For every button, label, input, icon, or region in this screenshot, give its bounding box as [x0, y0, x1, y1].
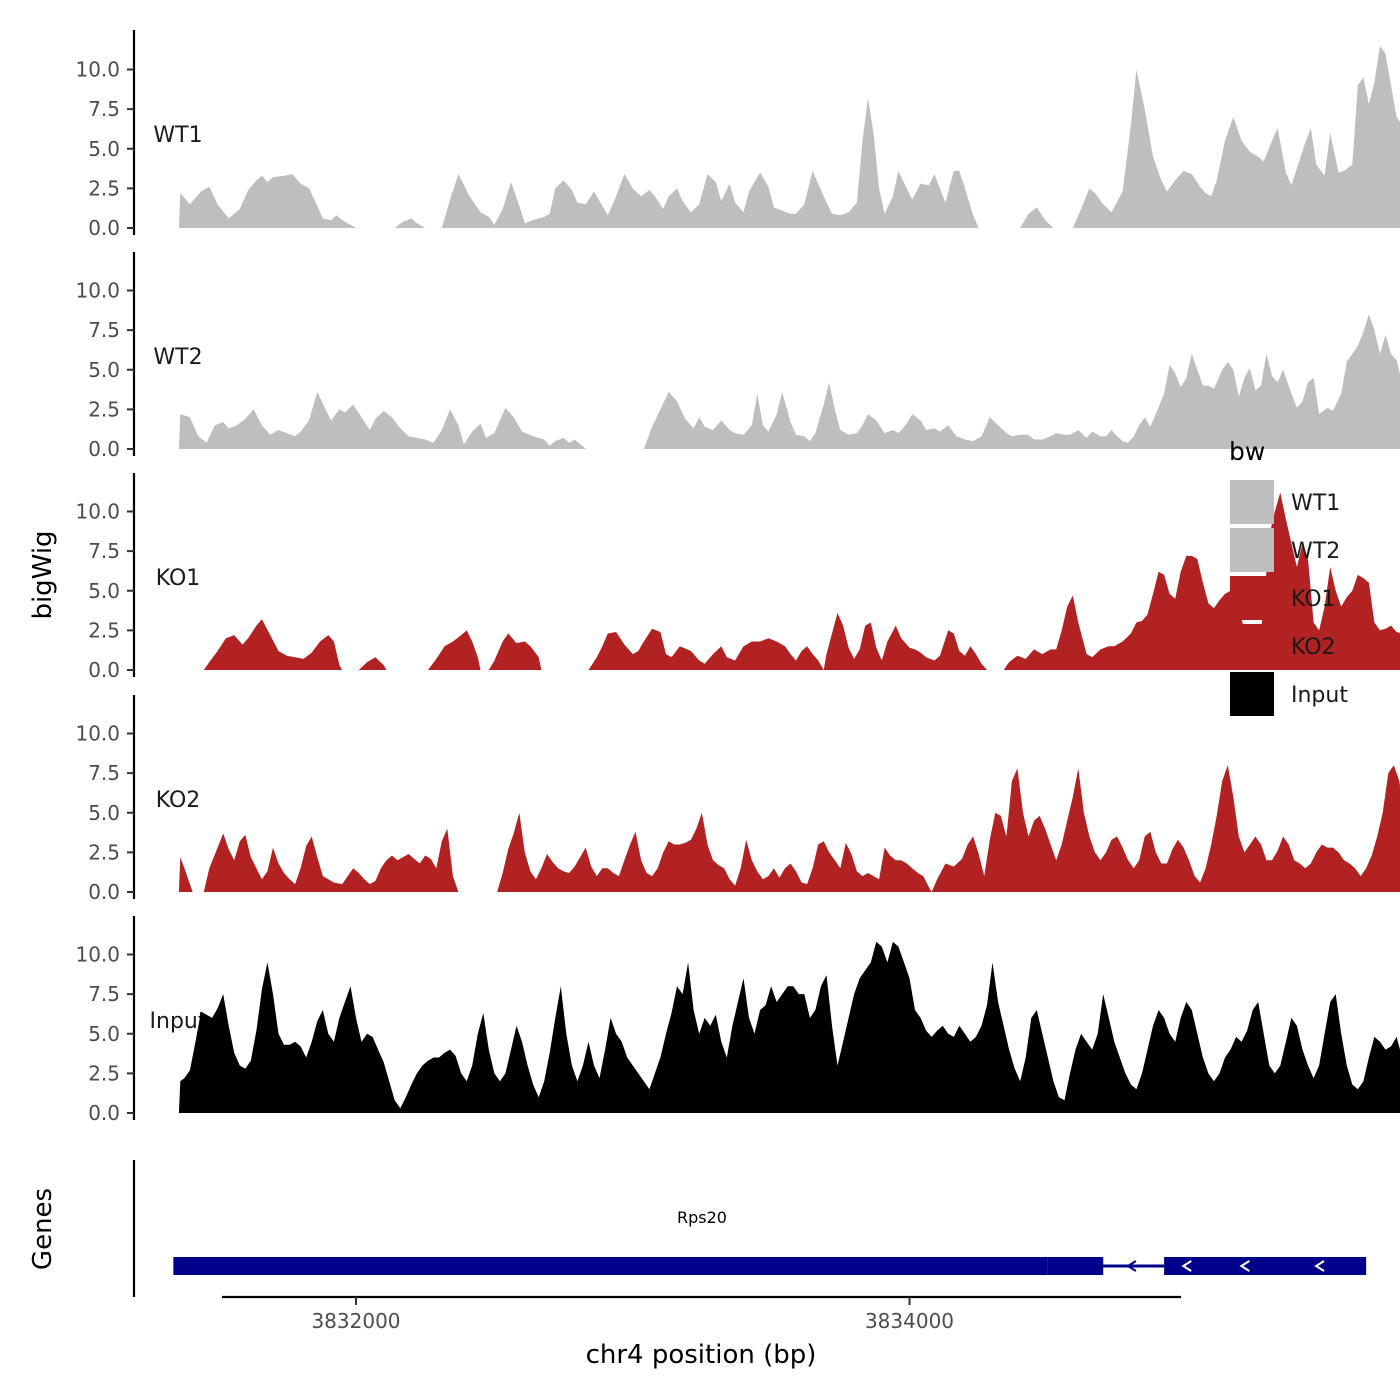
- genes-axis-title: Genes: [28, 1188, 58, 1270]
- gene-name-label: Rps20: [677, 1208, 727, 1227]
- x-axis: 383200038340003836000 chr4 position (bp): [222, 1295, 1181, 1370]
- coverage-area-wt1: [178, 45, 1400, 228]
- y-tick-label: 10.0: [75, 722, 120, 746]
- y-tick-label: 7.5: [88, 97, 120, 121]
- gene-exon: [173, 1257, 1048, 1275]
- y-tick-label: 7.5: [88, 982, 120, 1006]
- gene-strand-arrow: [1126, 1260, 1137, 1272]
- legend-title: bw: [1229, 437, 1265, 466]
- y-tick-label: 5.0: [88, 801, 120, 825]
- gene-exon: [1164, 1257, 1367, 1275]
- legend-swatch-wt2: [1230, 528, 1274, 572]
- y-tick-label: 10.0: [75, 500, 120, 524]
- track-ko2: 0.0 2.5 5.0 7.5 10.0 KO2: [75, 695, 1400, 904]
- y-tick-label: 2.5: [88, 1061, 120, 1085]
- gene-strand-arrow: [1314, 1260, 1325, 1272]
- y-tick-label: 2.5: [88, 176, 120, 200]
- track-wt1: 0.0 2.5 5.0 7.5 10.0 WT1: [75, 30, 1400, 240]
- y-tick-label: 0.0: [88, 658, 120, 682]
- legend-label: KO2: [1291, 635, 1336, 660]
- legend-swatch-wt1: [1230, 480, 1274, 524]
- y-tick-label: 5.0: [88, 579, 120, 603]
- coverage-area-wt2: [178, 314, 1400, 449]
- y-tick-label: 5.0: [88, 137, 120, 161]
- coverage-area-ko1: [203, 492, 1400, 670]
- y-axis-title: bigWig: [28, 530, 58, 619]
- legend-swatch-ko1: [1230, 576, 1274, 620]
- legend: bw WT1 WT2 KO1 KO2 Input: [1229, 437, 1348, 716]
- gene-strand-arrow: [1239, 1260, 1250, 1272]
- legend-label: WT2: [1291, 539, 1340, 564]
- y-tick-label: 0.0: [88, 216, 120, 240]
- y-tick-label: 7.5: [88, 318, 120, 342]
- gene-exon: [1047, 1257, 1104, 1275]
- x-tick-label: 3832000: [311, 1309, 400, 1333]
- track-ko1: 0.0 2.5 5.0 7.5 10.0 KO1: [75, 473, 1400, 682]
- track-label: KO1: [156, 566, 201, 591]
- y-tick-label: 10.0: [75, 943, 120, 967]
- y-tick-label: 5.0: [88, 358, 120, 382]
- track-input: 0.0 2.5 5.0 7.5 10.0 Input: [75, 916, 1400, 1125]
- y-tick-label: 10.0: [75, 58, 120, 82]
- y-tick-label: 0.0: [88, 437, 120, 461]
- track-label: Input: [150, 1009, 207, 1034]
- y-tick-label: 5.0: [88, 1022, 120, 1046]
- track-wt2: 0.0 2.5 5.0 7.5 10.0 WT2: [75, 252, 1400, 461]
- legend-label: Input: [1291, 683, 1348, 708]
- x-axis-title: chr4 position (bp): [586, 1340, 817, 1370]
- gene-strand-arrow: [1181, 1260, 1192, 1272]
- y-tick-label: 7.5: [88, 761, 120, 785]
- legend-items: WT1 WT2 KO1 KO2 Input: [1230, 480, 1348, 716]
- coverage-area-ko2: [178, 765, 1400, 892]
- gene-strand-arrow: [1065, 1260, 1076, 1272]
- y-tick-label: 2.5: [88, 618, 120, 642]
- legend-label: WT1: [1291, 491, 1340, 516]
- y-tick-label: 0.0: [88, 1101, 120, 1125]
- coverage-area-input: [178, 941, 1400, 1113]
- x-ticks: 383200038340003836000: [311, 1297, 954, 1333]
- track-label: KO2: [156, 788, 201, 813]
- legend-swatch-input: [1230, 672, 1274, 716]
- y-tick-label: 2.5: [88, 840, 120, 864]
- track-label: WT1: [153, 123, 202, 148]
- track-label: WT2: [153, 345, 202, 370]
- x-tick-label: 3834000: [865, 1309, 954, 1333]
- y-tick-label: 7.5: [88, 539, 120, 563]
- legend-swatch-ko2: [1230, 624, 1274, 668]
- tracks-layer: 0.02.55.07.510.0WT10.02.55.07.510.0WT20.…: [75, 30, 1400, 1125]
- genes-panel: Genes Rps20: [28, 1160, 1367, 1297]
- y-tick-label: 2.5: [88, 397, 120, 421]
- y-tick-label: 0.0: [88, 880, 120, 904]
- legend-label: KO1: [1291, 587, 1336, 612]
- y-tick-label: 10.0: [75, 279, 120, 303]
- gene-layer: Rps20: [173, 1208, 1367, 1275]
